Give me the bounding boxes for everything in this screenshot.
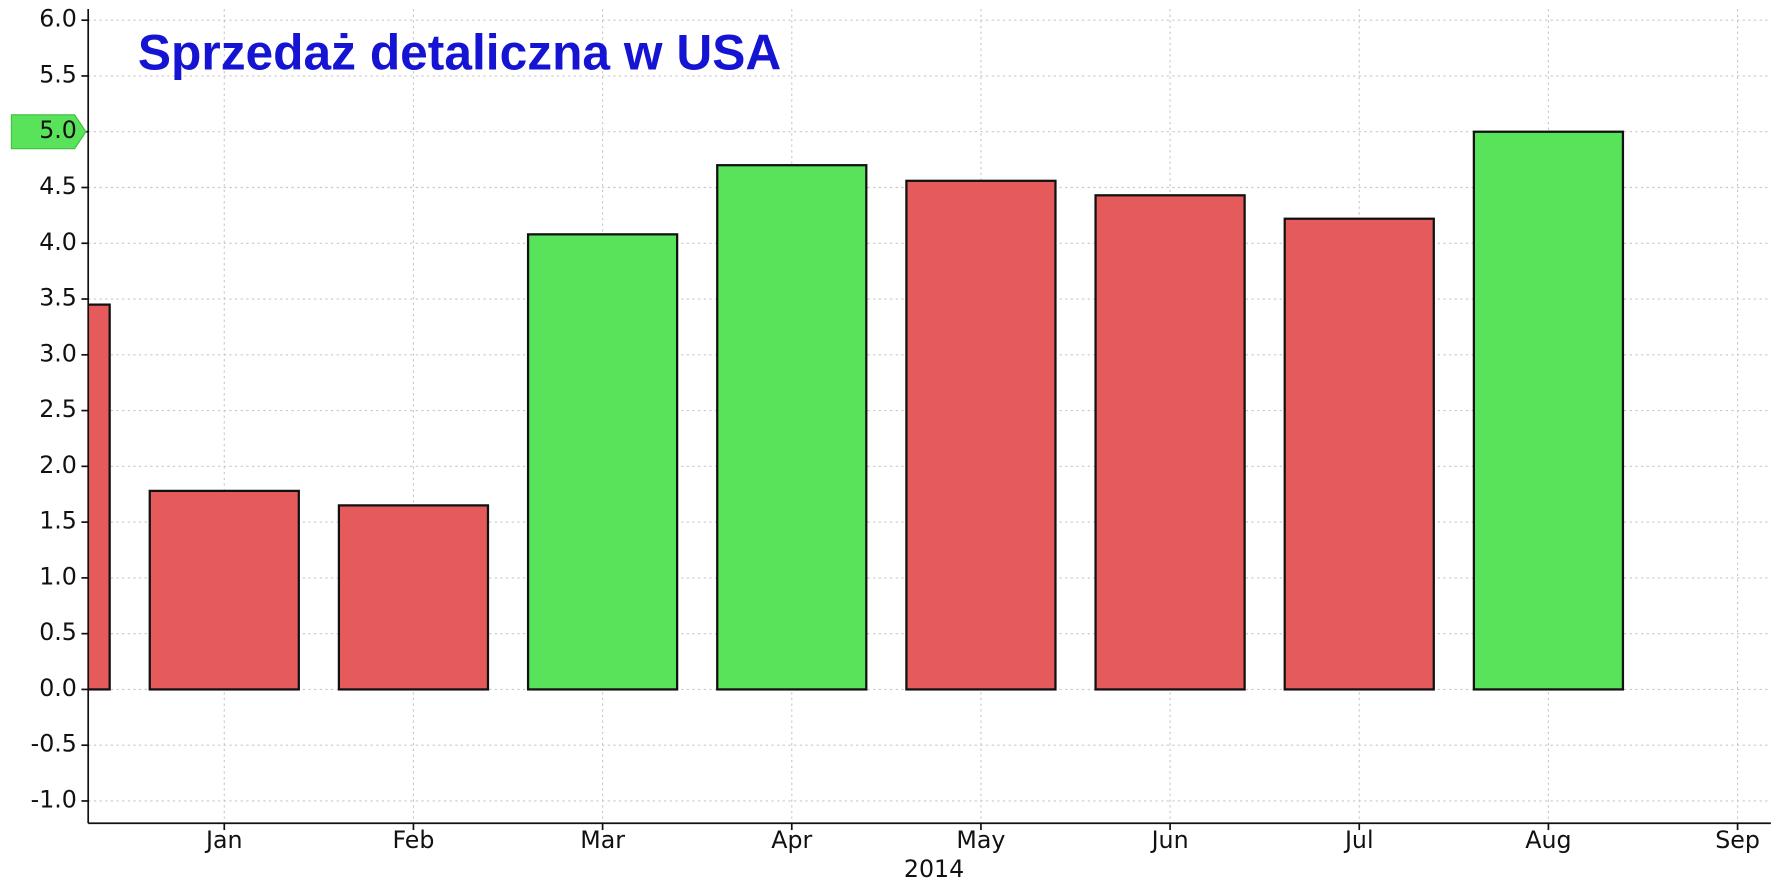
x-tick-label: Jun bbox=[1150, 826, 1189, 854]
bar bbox=[148, 489, 300, 691]
y-tick-label: 4.0 bbox=[39, 228, 77, 256]
x-axis-label: 2014 bbox=[904, 855, 964, 882]
y-tick-label: 1.5 bbox=[39, 507, 77, 535]
x-tick-label: Mar bbox=[580, 826, 625, 854]
y-tick-label: 2.5 bbox=[39, 395, 77, 423]
y-tick-label: 0.0 bbox=[39, 674, 77, 702]
bar bbox=[1283, 217, 1435, 691]
y-tick-label: 3.5 bbox=[39, 284, 77, 312]
x-tick-label: Jan bbox=[204, 826, 243, 854]
x-tick-label: Feb bbox=[392, 826, 434, 854]
bar bbox=[337, 504, 490, 691]
y-tick-label: -0.5 bbox=[31, 730, 77, 758]
y-tick-label: 6.0 bbox=[39, 5, 77, 33]
last-value-tag bbox=[10, 114, 87, 150]
axes: -1.0 -0.5 0.0 0.5 1.0 1.5 2.0 2.5 3.0 3.5 4.0 4.5 5.… bbox=[10, 5, 1771, 854]
y-tick-label: -1.0 bbox=[31, 785, 77, 813]
x-tick-label: Jul bbox=[1343, 826, 1374, 854]
y-tick-label: 5.5 bbox=[39, 60, 77, 88]
y-tick-label: 1.0 bbox=[39, 562, 77, 590]
bar bbox=[1472, 130, 1625, 691]
bars bbox=[88, 130, 1625, 691]
y-tick-label: 2.0 bbox=[39, 451, 77, 479]
bar bbox=[88, 303, 111, 691]
chart-title: Sprzedaż detaliczna w USA bbox=[138, 25, 781, 81]
bar bbox=[905, 179, 1057, 691]
y-tick-label: 3.0 bbox=[39, 339, 77, 367]
y-tick-label: 4.5 bbox=[39, 172, 77, 200]
bar bbox=[1094, 194, 1246, 691]
x-tick-label: Sep bbox=[1715, 826, 1760, 854]
x-tick-label: Aug bbox=[1525, 826, 1571, 854]
y-tick-label: 0.5 bbox=[39, 618, 77, 646]
y-tick-label: 5.0 bbox=[39, 116, 77, 144]
x-tick-label: Apr bbox=[771, 826, 812, 854]
bar bbox=[526, 233, 679, 691]
bar bbox=[716, 164, 868, 691]
x-tick-label: May bbox=[956, 826, 1005, 854]
